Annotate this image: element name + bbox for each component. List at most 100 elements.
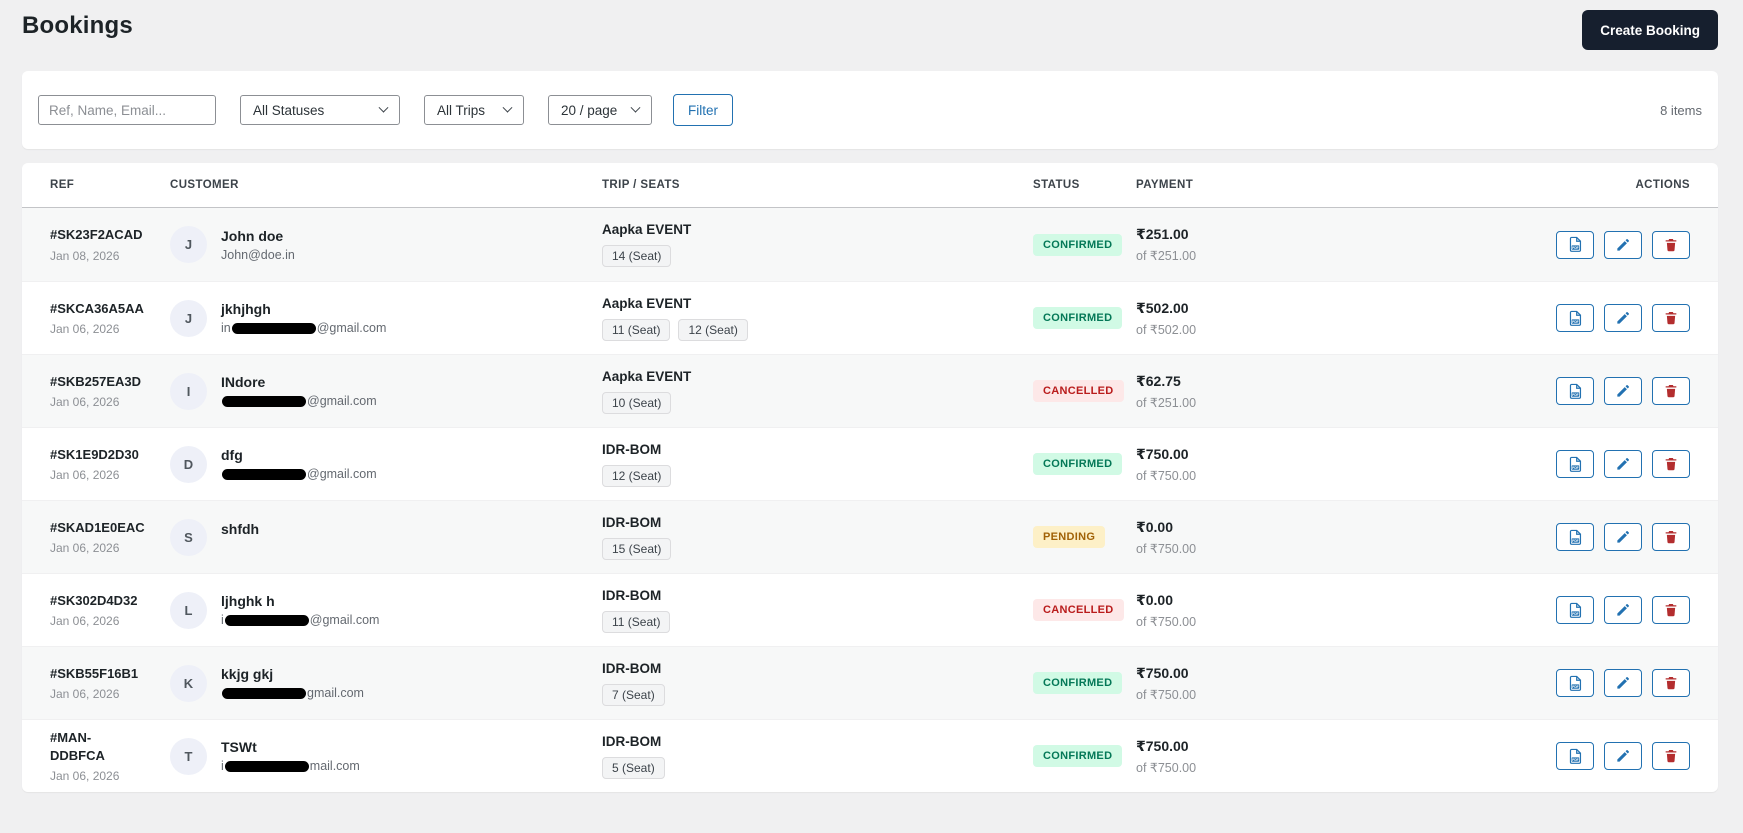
pencil-icon <box>1617 312 1629 324</box>
trip-cell: IDR-BOM 12 (Seat) <box>602 442 1033 487</box>
delete-button[interactable] <box>1652 377 1690 405</box>
seat-chips: 5 (Seat) <box>602 756 1033 779</box>
edit-button[interactable] <box>1604 669 1642 697</box>
download-pdf-button[interactable]: PDF <box>1556 596 1594 624</box>
header-customer: CUSTOMER <box>170 179 239 191</box>
pdf-icon: PDF <box>1569 748 1581 764</box>
trip-name: IDR-BOM <box>602 660 662 676</box>
edit-button[interactable] <box>1604 230 1642 259</box>
seat-chips: 15 (Seat) <box>602 537 1033 560</box>
download-pdf-button[interactable]: PDF <box>1556 377 1594 405</box>
booking-ref: #SKB55F16B1 <box>50 665 139 681</box>
header-actions: ACTIONS <box>1635 179 1690 191</box>
items-count: 8 items <box>1660 102 1702 118</box>
filter-button[interactable]: Filter <box>673 94 733 126</box>
ref-cell: #SKB55F16B1 Jan 06, 2026 <box>50 665 170 702</box>
payment-amount: ₹0.00 <box>1136 591 1173 608</box>
delete-button[interactable] <box>1652 523 1690 551</box>
table-row: #SK302D4D32 Jan 06, 2026 L ljhghk h i @gm… <box>22 573 1718 646</box>
delete-button[interactable] <box>1652 230 1690 259</box>
status-badge: CONFIRMED <box>1033 307 1123 329</box>
delete-button[interactable] <box>1652 742 1690 770</box>
download-pdf-button[interactable]: PDF <box>1556 230 1594 259</box>
delete-button[interactable] <box>1652 450 1690 478</box>
trash-icon <box>1665 238 1677 251</box>
redaction-bar <box>222 688 306 700</box>
payment-total: of ₹750.00 <box>1136 468 1197 483</box>
pdf-icon: PDF <box>1569 383 1581 399</box>
download-pdf-button[interactable]: PDF <box>1556 304 1594 332</box>
search-input[interactable] <box>38 95 216 125</box>
payment-cell: ₹251.00 of ₹251.00 <box>1136 226 1550 263</box>
bookings-table: REF CUSTOMER TRIP / SEATS STATUS PAYMENT… <box>22 163 1718 792</box>
table-body: #SK23F2ACAD Jan 08, 2026 J John doe John… <box>22 208 1718 792</box>
header-trip-seats: TRIP / SEATS <box>602 179 680 191</box>
customer-cell: K kkjg gkj gmail.com <box>170 664 602 702</box>
per-page-select[interactable]: 20 / page <box>548 95 652 125</box>
payment-cell: ₹0.00 of ₹750.00 <box>1136 519 1550 556</box>
status-select[interactable]: All Statuses <box>240 95 400 125</box>
pdf-icon: PDF <box>1569 456 1581 472</box>
status-cell: CONFIRMED <box>1033 453 1136 475</box>
delete-button[interactable] <box>1652 669 1690 697</box>
actions-cell: PDF <box>1550 377 1690 405</box>
create-booking-button[interactable]: Create Booking <box>1582 10 1718 50</box>
edit-button[interactable] <box>1604 523 1642 551</box>
seat-chip: 12 (Seat) <box>678 318 748 341</box>
booking-date: Jan 08, 2026 <box>50 248 120 263</box>
trips-select[interactable]: All Trips <box>424 95 524 125</box>
seat-chip: 7 (Seat) <box>602 683 665 706</box>
payment-cell: ₹62.75 of ₹251.00 <box>1136 373 1550 410</box>
customer-cell: S shfdh <box>170 518 602 556</box>
seat-chip: 12 (Seat) <box>602 464 672 487</box>
avatar: I <box>170 372 207 410</box>
customer-name: John doe <box>221 227 284 244</box>
customer-email: i mail.com <box>221 759 360 773</box>
seat-chips: 11 (Seat) 12 (Seat) <box>602 318 1033 341</box>
booking-date: Jan 06, 2026 <box>50 769 120 784</box>
edit-button[interactable] <box>1604 596 1642 624</box>
status-badge: CANCELLED <box>1033 599 1124 621</box>
chevron-down-icon <box>630 102 641 113</box>
filter-bar: All Statuses All Trips 20 / page Filter … <box>22 71 1718 149</box>
table-row: #SKCA36A5AA Jan 06, 2026 J jkhjhgh in @gm… <box>22 281 1718 354</box>
seat-chips: 7 (Seat) <box>602 683 1033 706</box>
chevron-down-icon <box>502 102 513 113</box>
download-pdf-button[interactable]: PDF <box>1556 450 1594 478</box>
delete-button[interactable] <box>1652 304 1690 332</box>
status-cell: PENDING <box>1033 526 1136 548</box>
customer-cell: J jkhjhgh in @gmail.com <box>170 299 602 337</box>
trip-cell: IDR-BOM 7 (Seat) <box>602 661 1033 706</box>
edit-button[interactable] <box>1604 377 1642 405</box>
payment-total: of ₹251.00 <box>1136 395 1197 410</box>
booking-ref: #SK302D4D32 <box>50 592 138 608</box>
payment-amount: ₹750.00 <box>1136 737 1189 754</box>
delete-button[interactable] <box>1652 596 1690 624</box>
ref-cell: #SKB257EA3D Jan 06, 2026 <box>50 373 170 410</box>
download-pdf-button[interactable]: PDF <box>1556 742 1594 770</box>
pencil-icon <box>1617 458 1629 470</box>
booking-ref: #MAN-DDBFCA <box>50 729 105 763</box>
trash-icon <box>1665 750 1677 763</box>
download-pdf-button[interactable]: PDF <box>1556 523 1594 551</box>
status-badge: CANCELLED <box>1033 380 1124 402</box>
booking-date: Jan 06, 2026 <box>50 468 120 483</box>
ref-cell: #SKCA36A5AA Jan 06, 2026 <box>50 300 170 337</box>
edit-button[interactable] <box>1604 304 1642 332</box>
avatar: J <box>170 226 207 263</box>
edit-button[interactable] <box>1604 742 1642 770</box>
trips-select-value: All Trips <box>437 102 486 118</box>
customer-cell: J John doe John@doe.in <box>170 226 602 263</box>
ref-cell: #MAN-DDBFCA Jan 06, 2026 <box>50 729 170 783</box>
pdf-icon: PDF <box>1569 236 1581 252</box>
download-pdf-button[interactable]: PDF <box>1556 669 1594 697</box>
page-title: Bookings <box>22 12 133 39</box>
status-cell: CANCELLED <box>1033 599 1136 621</box>
customer-name: TSWt <box>221 739 257 755</box>
edit-button[interactable] <box>1604 450 1642 478</box>
table-row: #SKB257EA3D Jan 06, 2026 I INdore @gmail… <box>22 354 1718 427</box>
seat-chips: 14 (Seat) <box>602 245 1033 267</box>
redaction-bar <box>222 469 306 481</box>
payment-total: of ₹750.00 <box>1136 614 1197 629</box>
pdf-icon: PDF <box>1569 529 1581 545</box>
